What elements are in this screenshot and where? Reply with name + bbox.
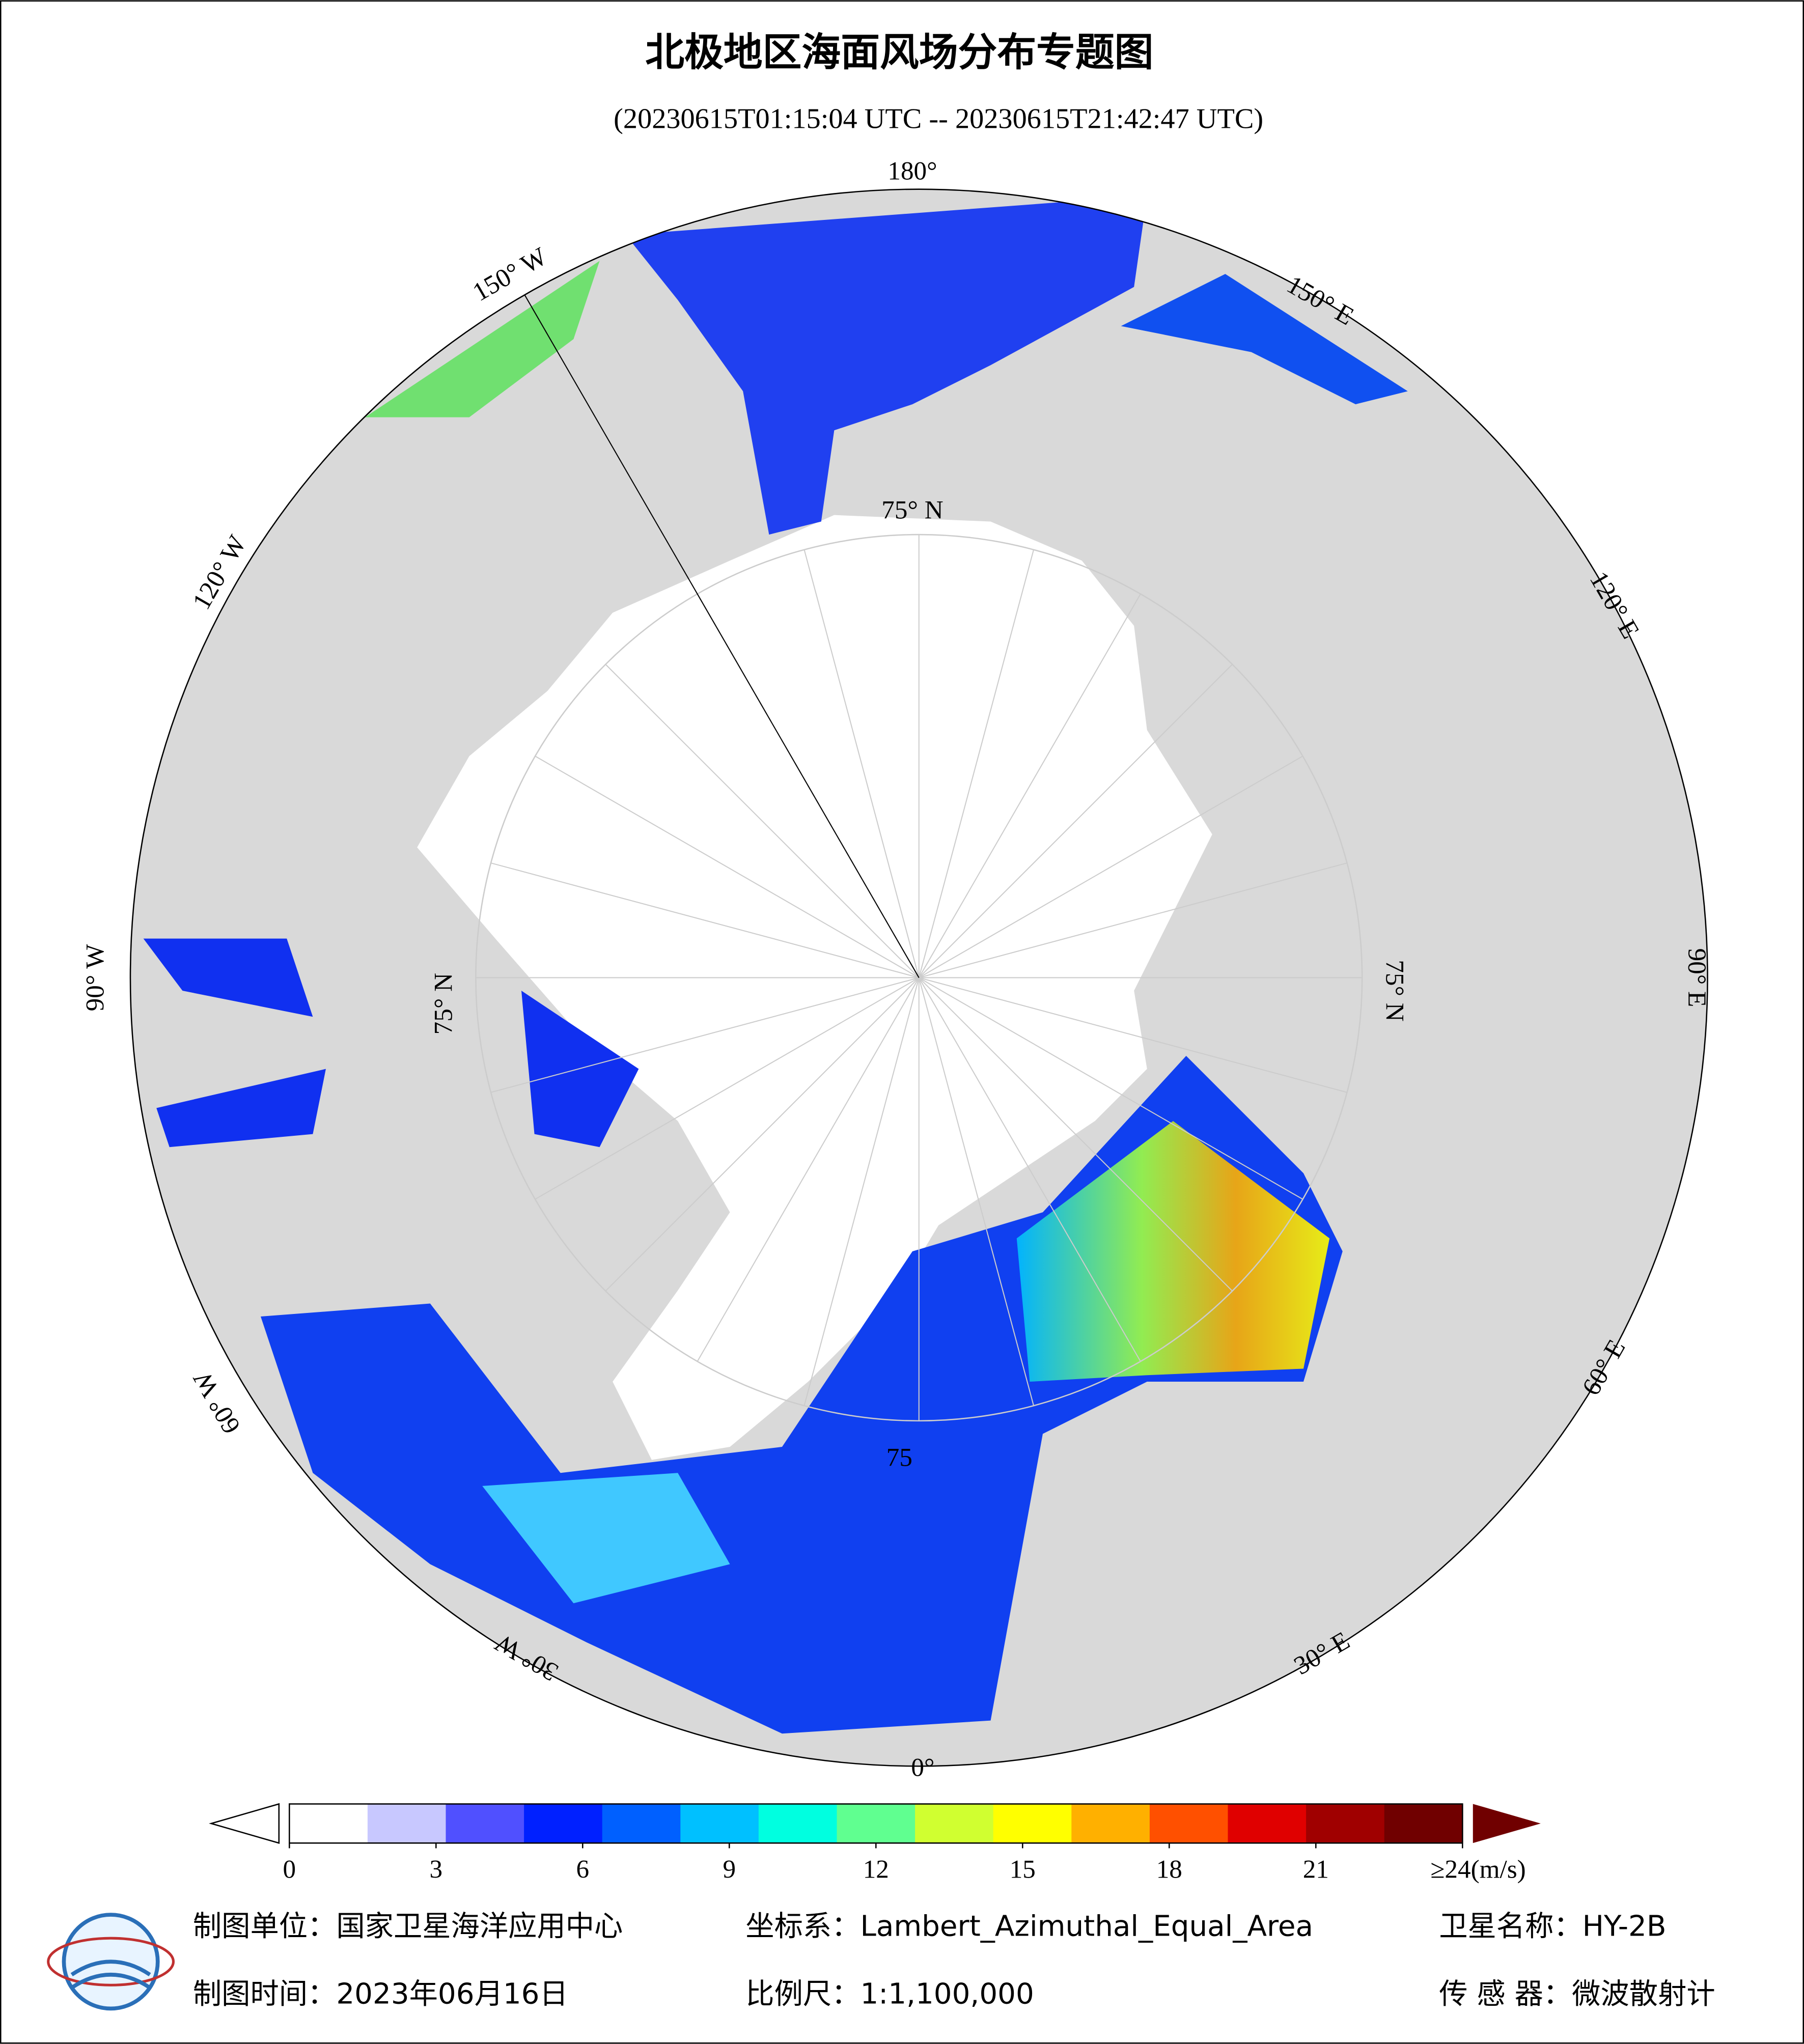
title: 北极地区海面风场分布专题图	[645, 30, 1153, 75]
longitude-label: 180°	[887, 157, 937, 186]
colorbar-swatch	[915, 1804, 994, 1843]
meridian	[803, 549, 920, 978]
footer: 制图单位：国家卫星海洋应用中心 坐标系：Lambert_Azimuthal_Equ…	[193, 1910, 1715, 2010]
footer-text: 制图时间：2023年06月16日	[193, 1977, 568, 2010]
wind-barents	[1016, 1121, 1330, 1382]
meridian	[918, 594, 1141, 978]
meridian	[535, 977, 920, 1200]
longitude-label: 0°	[911, 1753, 934, 1782]
meridian	[918, 977, 1141, 1362]
longitude-label: 75° N	[1380, 960, 1409, 1021]
colorbar-swatch	[680, 1804, 760, 1843]
meridian	[535, 755, 920, 978]
colorbar-tick-label: 6	[576, 1855, 590, 1884]
wind-pacific	[625, 195, 1147, 535]
meridian	[919, 977, 1233, 1292]
footer-text: 比例尺：1:1,100,000	[745, 1977, 1034, 2010]
longitude-label: 75° N	[881, 495, 943, 524]
colorbar-swatch	[602, 1804, 681, 1843]
map-border	[129, 188, 1708, 1767]
footer-text: 传 感 器：微波散射计	[1439, 1977, 1715, 2010]
colorbar-swatch	[1071, 1804, 1151, 1843]
colorbar-swatch	[289, 1804, 369, 1843]
map	[130, 189, 1708, 1767]
colorbar-swatch	[1306, 1804, 1385, 1843]
longitude-label: 90° E	[1682, 948, 1711, 1007]
meridians	[476, 294, 1363, 1421]
footer-text: 坐标系：Lambert_Azimuthal_Equal_Area	[745, 1910, 1313, 1943]
meridian	[605, 977, 920, 1292]
colorbar-min-arrow	[209, 1803, 280, 1844]
wind-canadian	[143, 938, 639, 1147]
colorbar-swatch	[1228, 1804, 1307, 1843]
wind-okhotsk	[1121, 274, 1408, 405]
meridian	[605, 664, 920, 978]
colorbar-max-arrow	[1473, 1804, 1541, 1843]
meridian	[919, 862, 1347, 978]
meridian	[697, 977, 920, 1362]
colorbar-swatch	[524, 1804, 603, 1843]
logo	[47, 1913, 175, 2011]
meridian	[803, 977, 920, 1406]
meridian	[490, 977, 920, 1093]
colorbar: 0 3 6 9 12 15 18 21 ≥24(m/s)	[209, 1803, 1541, 1884]
subtitle: (20230615T01:15:04 UTC -- 20230615T21:42…	[614, 103, 1263, 134]
colorbar-tick-label: ≥24(m/s)	[1430, 1855, 1525, 1884]
colorbar-tick-label: 3	[430, 1855, 443, 1884]
footer-text: 卫星名称：HY-2B	[1439, 1910, 1666, 1943]
meridian	[919, 664, 1233, 978]
footer-text: 制图单位：国家卫星海洋应用中心	[193, 1910, 623, 1943]
longitude-label: 75° N	[429, 973, 458, 1034]
colorbar-swatch	[993, 1804, 1072, 1843]
colorbar-swatch	[367, 1804, 447, 1843]
meridian	[919, 977, 1303, 1200]
wind-greenland-sea	[482, 1473, 730, 1604]
colorbar-tick-label: 18	[1156, 1855, 1182, 1884]
colorbar-tick-label: 0	[283, 1855, 296, 1884]
colorbar-tick-label: 9	[723, 1855, 736, 1884]
colorbar-swatch	[1384, 1804, 1463, 1843]
longitude-label: 75	[886, 1443, 912, 1472]
meridian-150w	[524, 294, 920, 978]
meridian	[918, 977, 1035, 1406]
meridian	[919, 977, 1347, 1093]
meridian	[918, 549, 1035, 978]
longitude-label: 90° W	[81, 944, 110, 1012]
sea-ice	[417, 515, 1212, 1460]
colorbar-tick-label: 21	[1303, 1855, 1329, 1884]
meridian	[490, 862, 920, 978]
colorbar-tick-label: 12	[863, 1855, 889, 1884]
colorbar-tick-label: 15	[1010, 1855, 1036, 1884]
colorbar-swatch	[1149, 1804, 1229, 1843]
colorbar-swatch	[837, 1804, 916, 1843]
meridian	[919, 755, 1303, 978]
colorbar-swatch	[446, 1804, 525, 1843]
colorbar-swatch	[758, 1804, 838, 1843]
